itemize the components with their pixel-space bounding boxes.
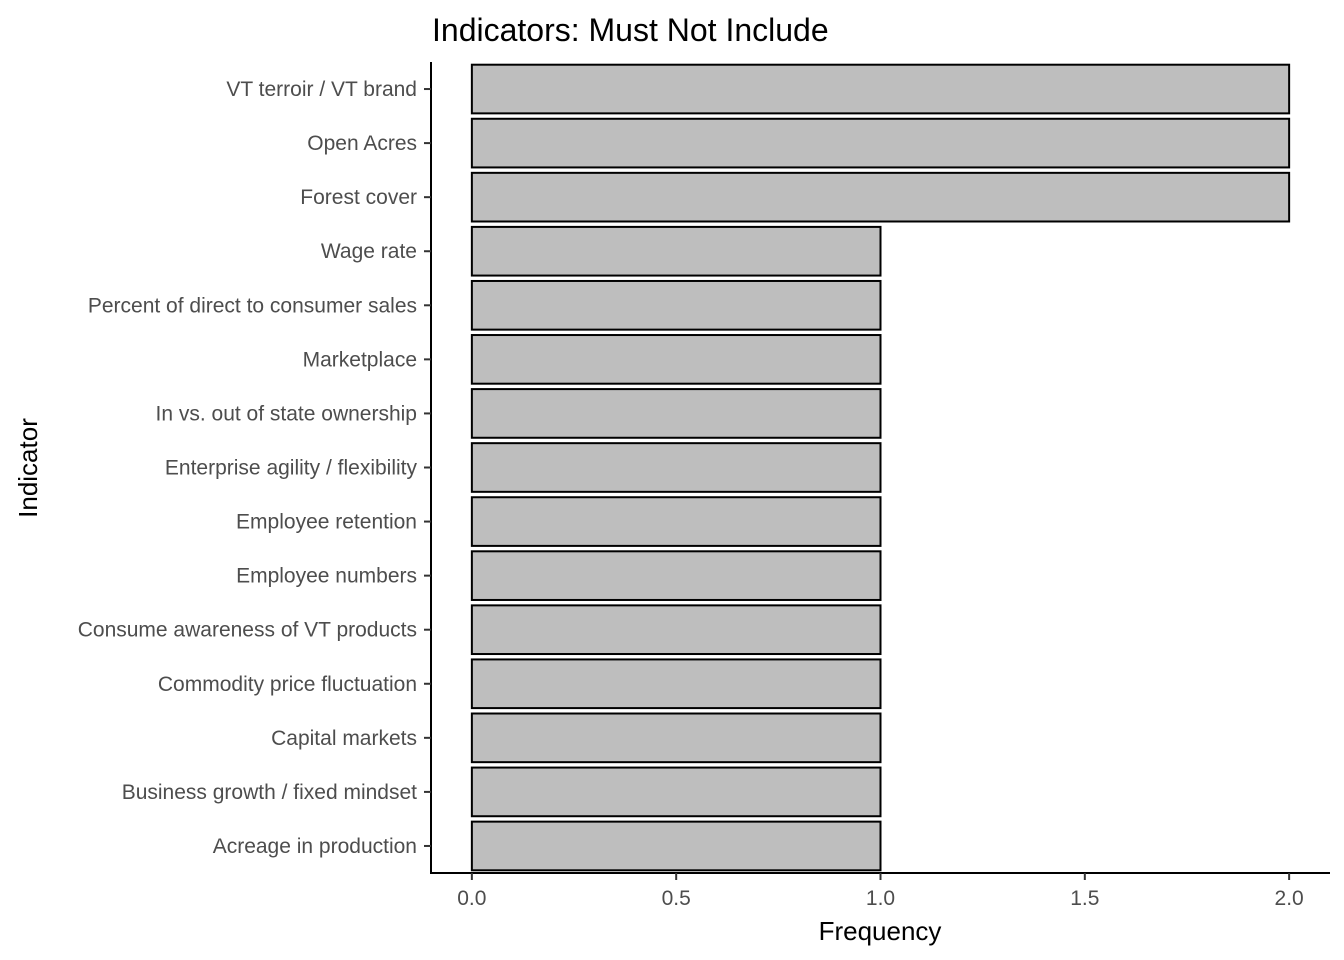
y-tick-label: Commodity price fluctuation: [158, 673, 417, 696]
bar: [470, 712, 882, 764]
y-tick-label: Enterprise agility / flexibility: [165, 457, 418, 480]
bar: [470, 334, 882, 385]
y-tick-label: Percent of direct to consumer sales: [88, 294, 417, 317]
y-tick-label: Open Acres: [307, 132, 417, 155]
x-tick-label: 0.5: [662, 887, 691, 910]
bar: [470, 442, 882, 493]
y-axis-title: Indicator: [13, 418, 43, 518]
bar: [470, 171, 1291, 223]
bar: [470, 117, 1291, 169]
y-tick-label: Employee retention: [236, 511, 417, 534]
y-axis: VT terroir / VT brand Open Acres Forest co…: [78, 62, 432, 873]
y-tick-label: Forest cover: [300, 186, 417, 209]
y-tick-label: In vs. out of state ownership: [156, 402, 417, 425]
bar: [470, 63, 1291, 115]
x-tick-label: 1.5: [1070, 887, 1099, 910]
bar: [470, 496, 882, 547]
y-tick-label: Marketplace: [303, 348, 417, 371]
x-tick-label: 2.0: [1275, 887, 1304, 910]
bar: [470, 550, 882, 601]
x-tick-label: 1.0: [866, 887, 895, 910]
y-tick-label: Wage rate: [321, 240, 417, 263]
y-tick-label: Employee numbers: [236, 565, 417, 588]
bar: [470, 766, 882, 818]
bar: [470, 279, 882, 331]
x-axis: 0.0 0.5 1.0 1.5 2.0: [430, 872, 1330, 910]
y-tick-label: Business growth / fixed mindset: [122, 781, 417, 804]
x-tick-label: 0.0: [457, 887, 486, 910]
bar: [470, 820, 882, 872]
bars-group: [470, 63, 1291, 872]
x-axis-title: Frequency: [819, 916, 942, 946]
chart-title: Indicators: Must Not Include: [432, 12, 829, 48]
y-tick-label: Capital markets: [271, 727, 417, 750]
y-tick-label: Consume awareness of VT products: [78, 619, 417, 642]
bar: [470, 225, 882, 277]
y-tick-label: Acreage in production: [213, 835, 417, 858]
bar: [470, 658, 882, 710]
bar: [470, 388, 882, 439]
y-tick-label: VT terroir / VT brand: [226, 78, 417, 101]
bar: [470, 604, 882, 656]
